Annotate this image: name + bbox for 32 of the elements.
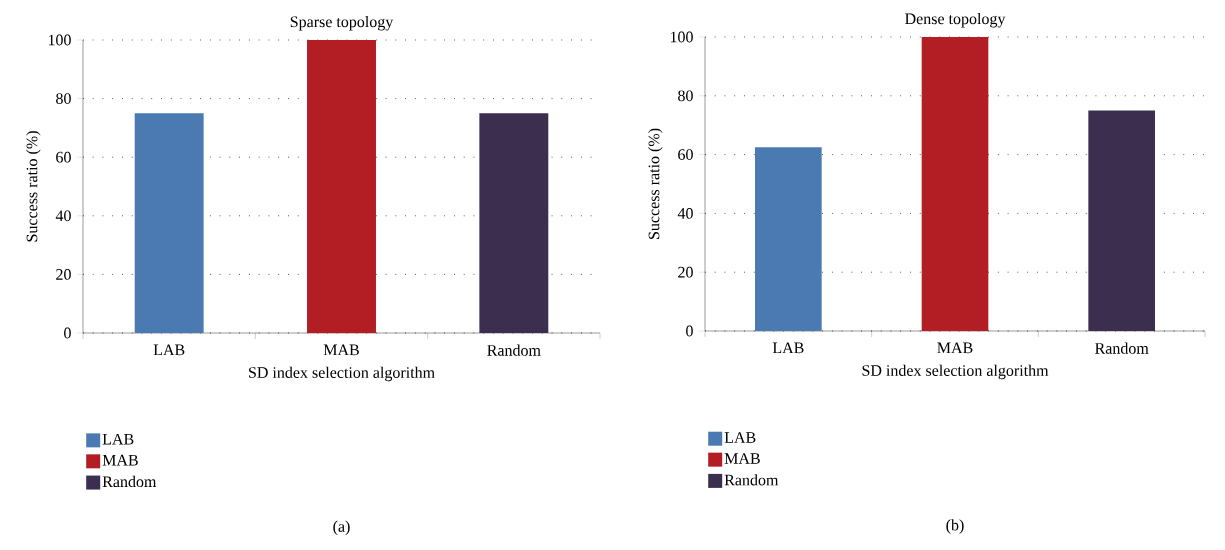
y-tick-label: 100 [48,34,71,46]
legend-label: LAB [724,432,756,443]
y-axis-title: Success ratio (%) [26,131,41,242]
y-tick-label: 20 [678,266,693,278]
text: (a) [333,520,350,536]
x-axis-title: SD index selection algorithm [862,364,1049,380]
legend-label: MAB [724,453,760,464]
x-axis-title: SD index selection algorithm [249,366,435,382]
x-tick-label: Random [487,344,541,356]
y-tick-label: 60 [678,149,693,160]
x-tick-label: MAB [323,344,359,356]
y-tick-label: 40 [677,208,693,219]
y-axis-title: Success ratio (%) [648,128,663,239]
legend-label: MAB [102,454,138,466]
y-tick-label: 80 [678,90,693,102]
legend-label: LAB [102,433,134,445]
y-tick-label: 80 [56,93,71,104]
y-tick-label: 100 [670,31,693,43]
x-tick-label: MAB [937,342,973,354]
x-tick-label: LAB [772,342,804,354]
y-tick-label: 40 [55,210,71,222]
chart-title: Sparse topology [290,15,394,31]
legend-label: Random [724,474,779,486]
y-tick-label: 60 [56,151,71,163]
x-tick-label: LAB [153,344,185,356]
text: (b) [946,519,964,534]
chart-title: Dense topology [905,12,1006,28]
y-tick-label: 0 [686,325,693,337]
x-tick-label: Random [1095,342,1149,354]
y-tick-label: 0 [64,327,71,339]
y-tick-label: 20 [56,269,71,280]
legend-label: Random [102,475,157,488]
